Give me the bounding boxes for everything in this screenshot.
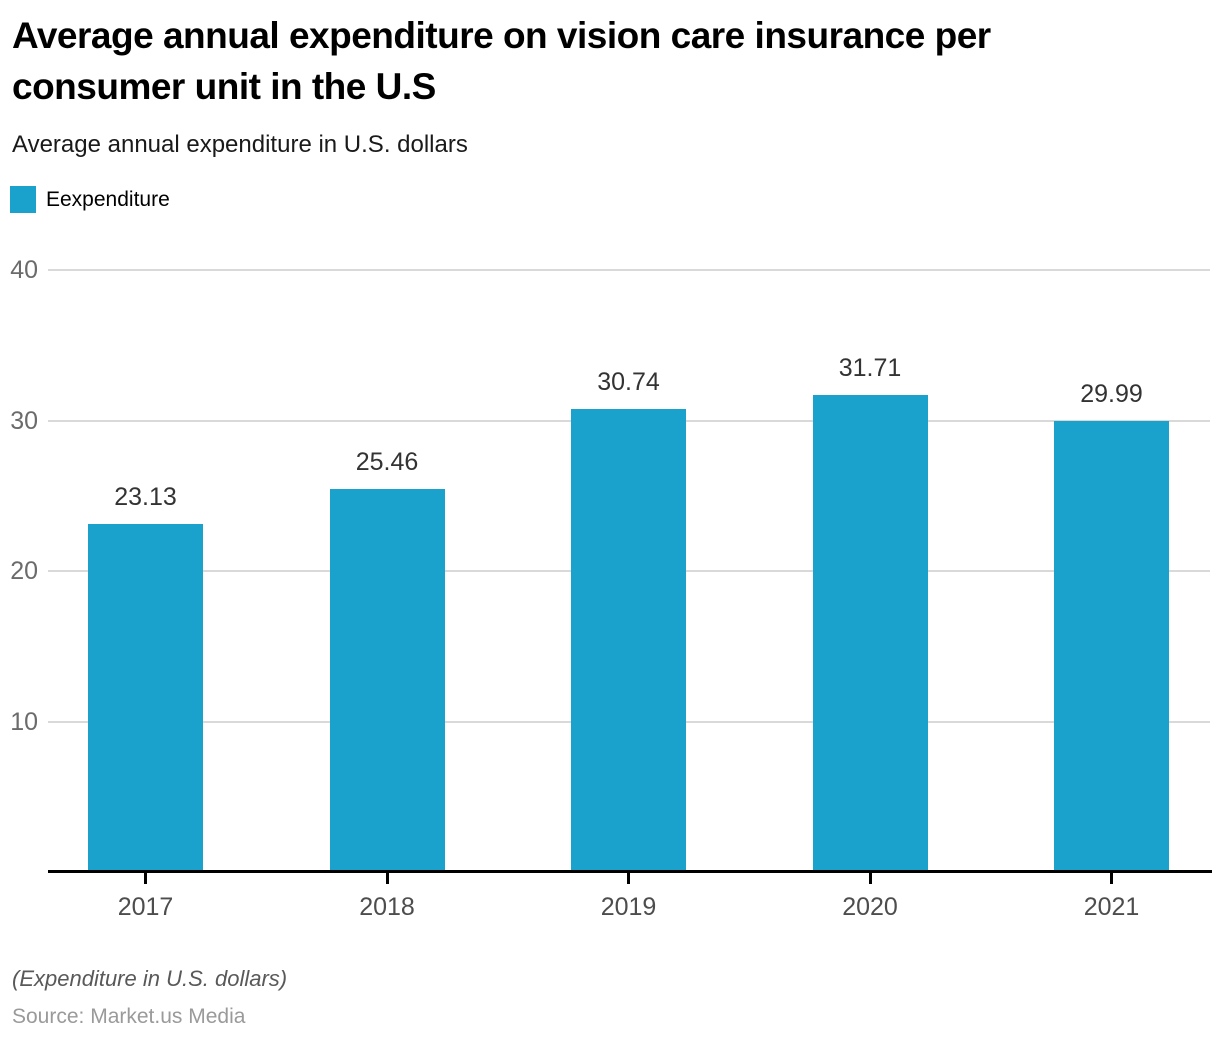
chart-title-line-2: consumer unit in the U.S [12, 66, 436, 107]
bar-value-label: 23.13 [114, 482, 177, 511]
x-axis-tick [1110, 873, 1113, 884]
legend-item-expenditure[interactable]: Eexpenditure [10, 186, 170, 213]
bar-2019[interactable] [571, 409, 686, 872]
legend-color-swatch [10, 186, 36, 213]
bar-2020[interactable] [812, 394, 928, 872]
bar-value-label: 30.74 [597, 368, 660, 397]
x-axis-tick [144, 873, 147, 884]
bar-2017[interactable] [88, 523, 203, 872]
bar-value-label: 29.99 [1080, 379, 1143, 408]
bar-value-label: 31.71 [838, 353, 902, 382]
x-axis: 2017 2018 2019 2020 2021 [48, 873, 1210, 933]
x-axis-tick-label: 2018 [359, 893, 415, 921]
y-axis-tick-label: 30 [10, 406, 38, 435]
x-axis-tick-label: 2020 [842, 893, 898, 921]
x-axis-tick [385, 873, 389, 884]
chart-title-line-1: Average annual expenditure on vision car… [12, 15, 991, 56]
x-axis-tick-label: 2021 [1083, 893, 1140, 921]
bar-2021[interactable] [1054, 420, 1169, 872]
bar-value-label: 25.46 [355, 447, 419, 476]
y-axis-tick-label: 40 [10, 256, 38, 284]
x-axis-tick-label: 2017 [117, 893, 174, 921]
y-axis-tick-label: 20 [10, 557, 38, 585]
legend-label: Eexpenditure [46, 187, 170, 211]
x-axis-tick [868, 873, 872, 884]
gridline [48, 269, 1210, 271]
source-credit: Source: Market.us Media [12, 1005, 246, 1028]
y-axis-tick-label: 10 [10, 707, 38, 736]
plot-area: 40 30 20 10 23.13 25.46 30.74 31.71 29.99 [10, 256, 1210, 872]
chart-title: Average annual expenditure on vision car… [12, 10, 991, 112]
x-axis-tick-label: 2019 [600, 893, 657, 921]
footnote: (Expenditure in U.S. dollars) [12, 966, 288, 991]
bar-2018[interactable] [329, 488, 445, 872]
x-axis-tick [627, 873, 630, 884]
chart-subtitle: Average annual expenditure in U.S. dolla… [12, 131, 468, 158]
x-axis-line [48, 870, 1212, 873]
